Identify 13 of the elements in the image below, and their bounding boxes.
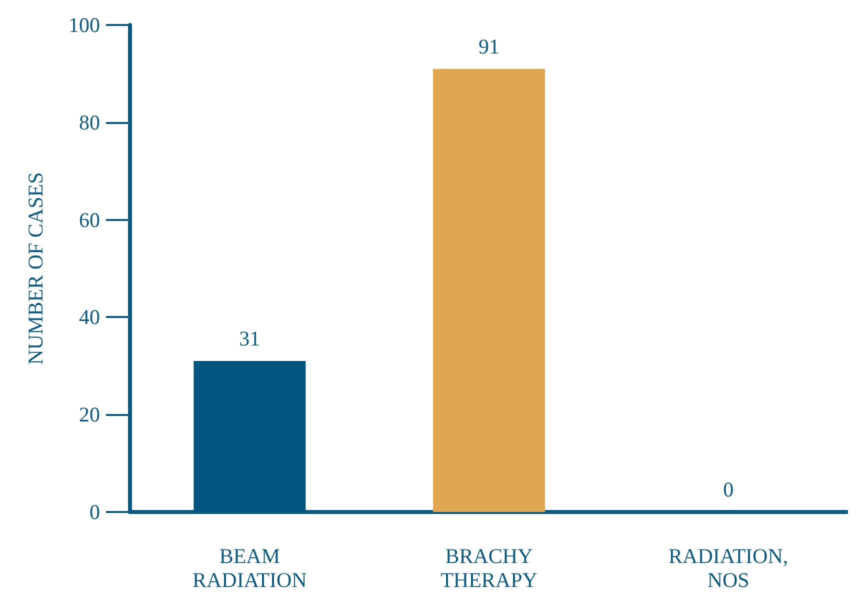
x-tick-label: BEAM RADIATION	[192, 544, 307, 592]
data-label: 31	[239, 326, 260, 351]
y-tick-label: 80	[79, 110, 100, 134]
y-tick-label: 100	[68, 13, 100, 37]
y-tick-label: 0	[90, 500, 100, 524]
data-label: 0	[723, 478, 734, 502]
x-tick-label: RADIATION, NOS	[668, 544, 788, 592]
y-tick-label: 40	[79, 305, 100, 330]
x-tick-label: BRACHY THERAPY	[440, 544, 538, 592]
y-tick-label: 20	[79, 402, 100, 427]
y-axis-title: NUMBER OF CASES	[24, 172, 48, 365]
data-label: 91	[478, 34, 500, 58]
y-tick-label: 60	[79, 208, 100, 232]
